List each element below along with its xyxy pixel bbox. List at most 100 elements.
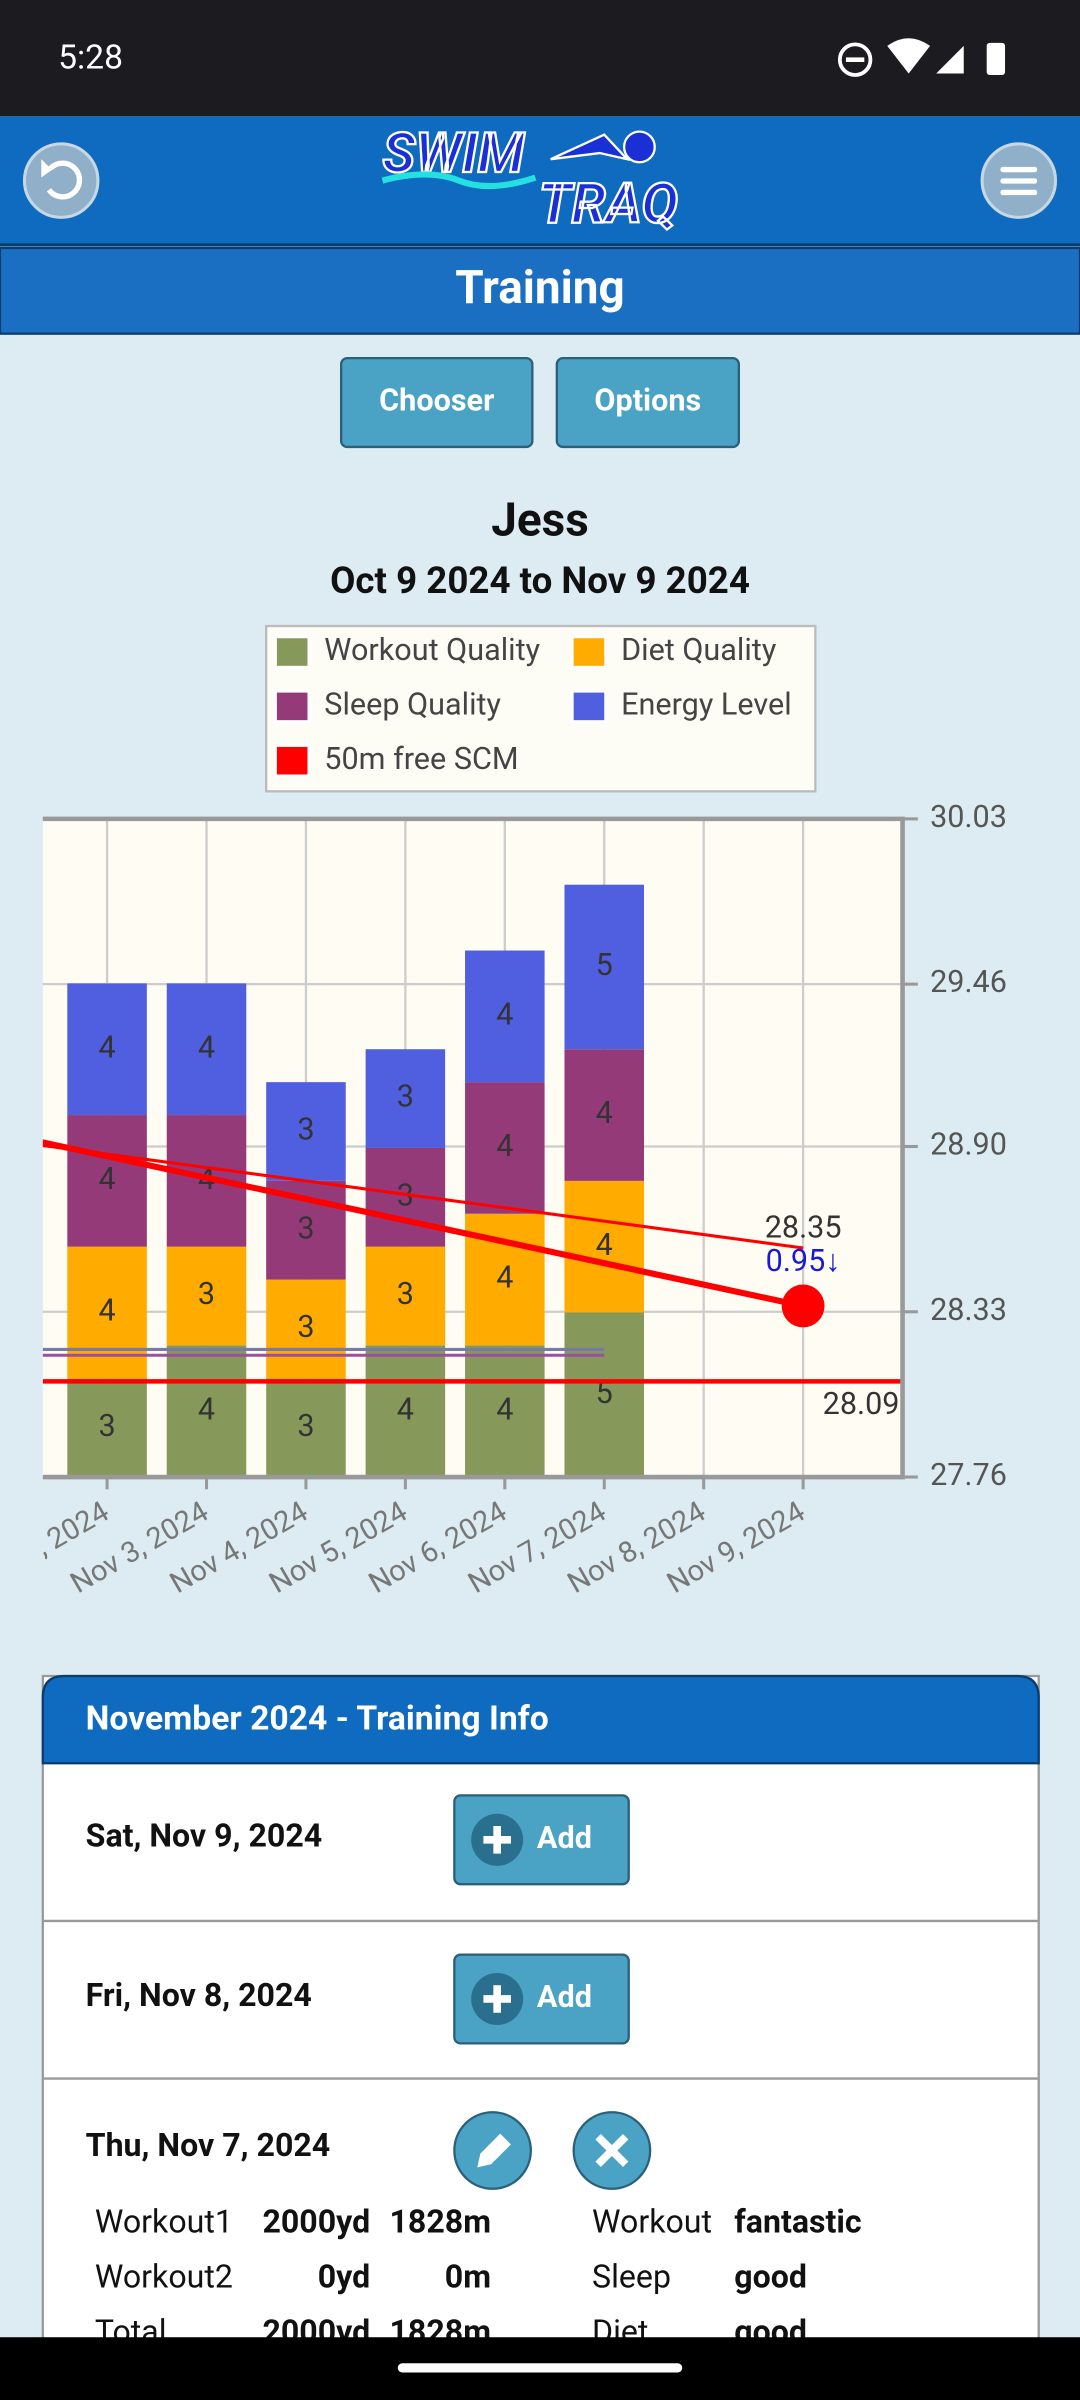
bar-value-label: 4: [496, 1392, 513, 1427]
bar-segment: [365, 1345, 446, 1478]
bar-value-label: 4: [98, 1294, 115, 1329]
bar-value-label: 5: [596, 1376, 613, 1411]
y-tick-label: 27.76: [930, 1458, 1007, 1493]
bar-value-label: 5: [596, 948, 613, 983]
data-point: [781, 1284, 825, 1328]
stat-cell: fantastic: [734, 2202, 861, 2240]
trend-line: [42, 1139, 804, 1309]
home-indicator[interactable]: [397, 2363, 683, 2373]
trend-line: [42, 1143, 804, 1250]
legend-label: Energy Level: [621, 687, 792, 722]
bar-value-label: 3: [297, 1409, 314, 1444]
legend-label: Diet Quality: [621, 633, 777, 668]
app-header: [0, 116, 1080, 245]
bar-value-label: 4: [198, 1392, 215, 1427]
bar-segment: [365, 1049, 446, 1148]
bar-value-label: 4: [496, 997, 513, 1032]
clock: 5:28: [58, 39, 123, 78]
bar-value-label: 4: [397, 1392, 414, 1427]
stat-cell: 2000yd: [262, 2202, 370, 2240]
bar-value-label: 4: [496, 1261, 513, 1296]
change-label: 0.95↓: [766, 1244, 841, 1279]
title-bar: [0, 246, 1080, 335]
back-button[interactable]: [22, 142, 100, 219]
legend-label: Workout Quality: [324, 633, 540, 668]
panel-title: November 2024 - Training Info: [86, 1699, 549, 1738]
logo: SWIM TRAQ: [381, 121, 679, 238]
y-tick-label: 28.90: [930, 1128, 1007, 1163]
bar-value-label: 3: [297, 1310, 314, 1345]
bar-segment: [564, 884, 645, 1050]
bar-value-label: 3: [198, 1277, 215, 1312]
page-title: Training: [455, 261, 624, 315]
add-button[interactable]: Add: [453, 1953, 630, 2045]
bar-value-label: 3: [397, 1178, 414, 1213]
stat-cell: Sleep: [592, 2258, 671, 2296]
bar-value-label: 3: [297, 1211, 314, 1246]
y-tick-label: 30.03: [930, 800, 1007, 835]
chart-title: Jess: [491, 494, 589, 548]
bar-value-label: 3: [397, 1080, 414, 1115]
chooser-button[interactable]: [339, 357, 534, 449]
legend-label: Sleep Quality: [324, 687, 501, 722]
bar-segment: [266, 1279, 346, 1379]
y-tick-label: 29.46: [930, 965, 1007, 1000]
bar-value-label: 4: [496, 1129, 513, 1164]
legend-swatch: [570, 635, 608, 669]
day-date: Sat, Nov 9, 2024: [86, 1817, 323, 1855]
button-label[interactable]: Add: [537, 1821, 592, 1856]
bar-value-label: 4: [98, 1030, 115, 1065]
bar-segment: [564, 1312, 645, 1478]
legend-label: 50m free SCM: [324, 742, 518, 777]
bar-value-label: 3: [397, 1277, 414, 1312]
bar-segment: [67, 1378, 147, 1478]
legend-swatch: [273, 689, 311, 724]
button-label[interactable]: Add: [537, 1980, 592, 2015]
button-label[interactable]: Chooser: [379, 384, 494, 419]
bar-segment: [465, 950, 545, 1083]
stat-cell: Workout1: [95, 2202, 233, 2240]
y-tick-label: 28.33: [930, 1293, 1007, 1328]
bar-segment: [365, 1246, 446, 1346]
legend: [265, 624, 817, 793]
bar-segment: [465, 1345, 545, 1478]
stat-cell: Workout2: [95, 2258, 233, 2296]
bar-value-label: 3: [297, 1113, 314, 1148]
bar-value-label: 4: [198, 1030, 215, 1065]
bar-segment: [465, 1082, 545, 1214]
bar-value-label: 4: [596, 1096, 613, 1131]
stat-cell: 0m: [445, 2258, 491, 2296]
legend-swatch: [570, 689, 608, 724]
stat-cell: good: [734, 2258, 807, 2296]
stat-cell: 1828m: [390, 2202, 492, 2240]
day-date: Fri, Nov 8, 2024: [86, 1976, 312, 2014]
bar-segment: [67, 983, 147, 1116]
add-button[interactable]: Add: [453, 1794, 630, 1886]
bar-segment: [266, 1378, 346, 1478]
edit-button[interactable]: [453, 2111, 532, 2190]
bar-value-label: 3: [98, 1409, 115, 1444]
options-button[interactable]: [555, 357, 741, 449]
legend-swatch: [273, 635, 311, 669]
bar-segment: [166, 1246, 247, 1346]
button-label[interactable]: Options: [594, 384, 701, 419]
divider: [0, 243, 1080, 247]
bar-segment: [166, 1345, 247, 1478]
day-date: Thu, Nov 7, 2024: [86, 2126, 331, 2164]
bar-segment: [67, 1115, 147, 1247]
legend-swatch: [273, 743, 311, 778]
reference-label: 28.09: [823, 1387, 900, 1422]
status-icons: [837, 38, 1006, 77]
bar-segment: [564, 1049, 645, 1181]
bar-value-label: 4: [596, 1228, 613, 1263]
stat-cell: Workout: [592, 2202, 712, 2240]
bar-segment: [166, 983, 247, 1116]
logo-text: TRAQ: [538, 173, 678, 237]
bar-value-label: 4: [98, 1162, 115, 1197]
panel-header: [41, 1674, 1040, 1765]
menu-button[interactable]: [980, 142, 1058, 219]
stat-cell: 0yd: [318, 2258, 370, 2296]
delete-button[interactable]: [572, 2111, 652, 2190]
bar-segment: [266, 1082, 346, 1181]
